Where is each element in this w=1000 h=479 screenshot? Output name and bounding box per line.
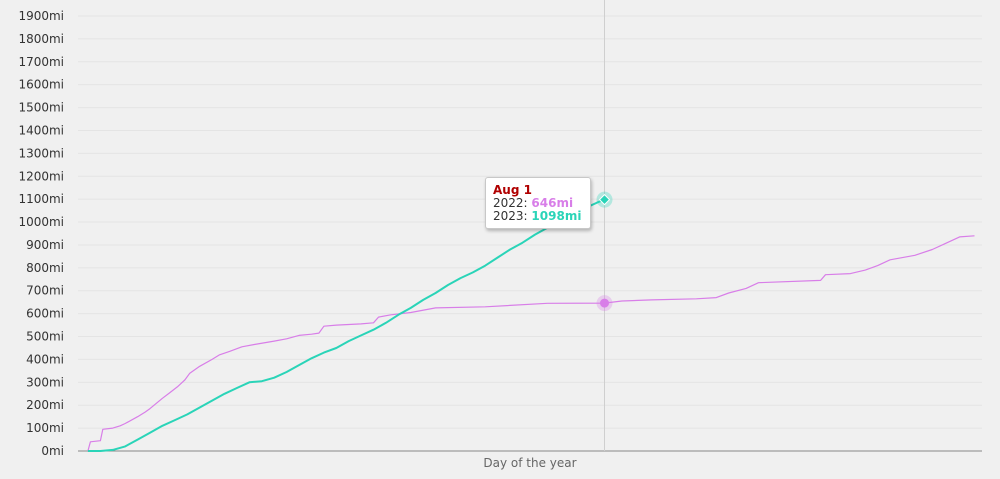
y-tick-label: 1900mi <box>18 9 64 23</box>
tooltip-date: Aug 1 <box>493 183 532 197</box>
y-tick-label: 1700mi <box>18 55 64 69</box>
tooltip-value-2023: 1098mi <box>531 209 582 223</box>
y-tick-label: 1400mi <box>18 123 64 137</box>
y-tick-label: 200mi <box>26 398 64 412</box>
y-tick-label: 1200mi <box>18 169 64 183</box>
x-axis-label: Day of the year <box>483 456 576 470</box>
y-tick-label: 1500mi <box>18 101 64 115</box>
y-tick-label: 900mi <box>26 238 64 252</box>
y-tick-label: 0mi <box>41 444 64 458</box>
y-tick-label: 1800mi <box>18 32 64 46</box>
y-tick-label: 1100mi <box>18 192 64 206</box>
tooltip-value-2022: 646mi <box>531 196 574 210</box>
marker-point-2023 <box>598 193 611 206</box>
tooltip-row-2023: 2023: 1098mi <box>493 210 583 223</box>
marker-point-2022 <box>600 298 610 308</box>
hover-markers <box>596 191 613 312</box>
series-line-2023[interactable] <box>87 198 605 452</box>
tooltip-label-2022: 2022: <box>493 196 528 210</box>
grid-lines <box>78 15 982 429</box>
y-tick-label: 1300mi <box>18 146 64 160</box>
tooltip-label-2023: 2023: <box>493 209 528 223</box>
series-line-2022[interactable] <box>87 235 975 452</box>
y-tick-label: 600mi <box>26 307 64 321</box>
y-tick-label: 800mi <box>26 261 64 275</box>
series-lines[interactable] <box>87 198 975 452</box>
y-axis: 0mi 100mi 200mi 300mi 400mi 500mi 600mi 700mi 80… <box>18 9 64 458</box>
tooltip-row-2022: 2022: 646mi <box>493 197 583 210</box>
y-tick-label: 100mi <box>26 421 64 435</box>
y-tick-label: 400mi <box>26 352 64 366</box>
y-tick-label: 1600mi <box>18 78 64 92</box>
y-tick-label: 700mi <box>26 284 64 298</box>
data-tooltip: Aug 1 2022: 646mi 2023: 1098mi <box>485 177 591 229</box>
y-tick-label: 1000mi <box>18 215 64 229</box>
y-tick-label: 500mi <box>26 330 64 344</box>
y-tick-label: 300mi <box>26 375 64 389</box>
